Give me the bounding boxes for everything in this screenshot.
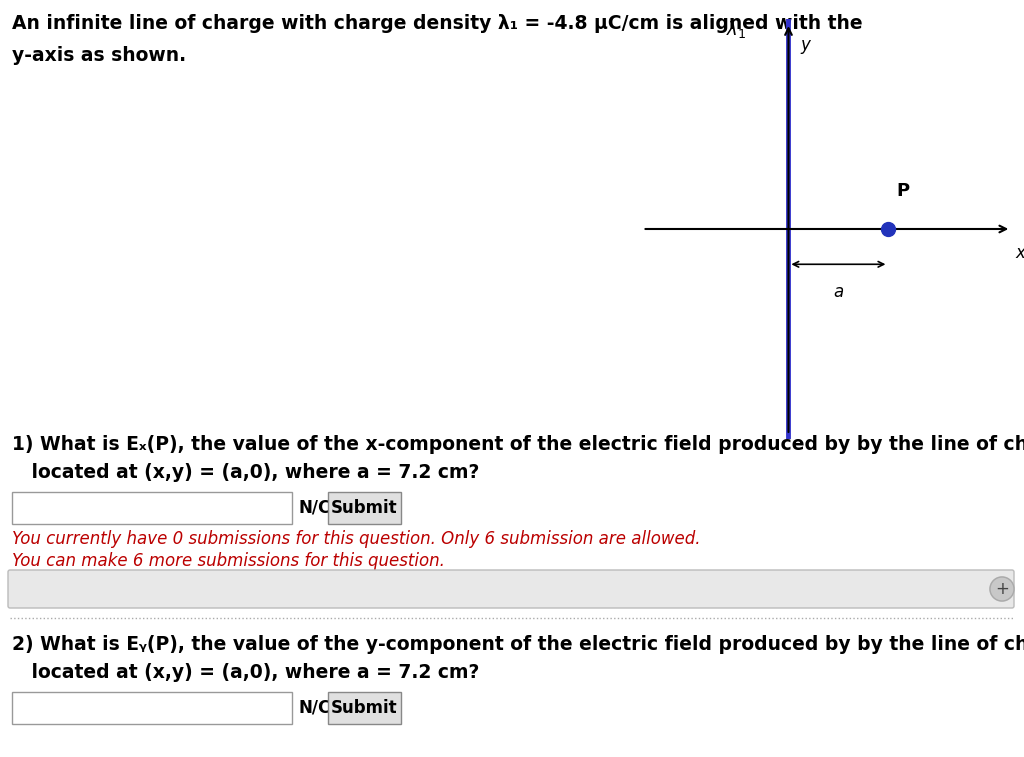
Text: +: + <box>995 580 1009 598</box>
Bar <box>12 492 292 524</box>
Text: N/C: N/C <box>299 699 331 717</box>
Text: An infinite line of charge with charge density λ₁ = -4.8 μC/cm is aligned with t: An infinite line of charge with charge d… <box>12 14 862 33</box>
Text: P: P <box>896 182 909 200</box>
Text: y-axis as shown.: y-axis as shown. <box>12 46 186 65</box>
Circle shape <box>990 577 1014 601</box>
Text: a: a <box>834 283 844 301</box>
Text: x: x <box>1015 244 1024 262</box>
Text: You can make 6 more submissions for this question.: You can make 6 more submissions for this… <box>12 552 444 570</box>
Text: N/C: N/C <box>299 499 331 517</box>
Bar <box>12 692 292 724</box>
Text: 2) What is Eᵧ(P), the value of the y-component of the electric field produced by: 2) What is Eᵧ(P), the value of the y-com… <box>12 635 1024 654</box>
FancyBboxPatch shape <box>8 570 1014 608</box>
Text: y: y <box>800 36 810 54</box>
FancyBboxPatch shape <box>328 692 401 724</box>
Text: 1) What is Eₓ(P), the value of the x-component of the electric field produced by: 1) What is Eₓ(P), the value of the x-com… <box>12 435 1024 454</box>
Text: You currently have 0 submissions for this question. Only 6 submission are allowe: You currently have 0 submissions for thi… <box>12 530 700 548</box>
Text: located at (x,y) = (a,0), where a = 7.2 cm?: located at (x,y) = (a,0), where a = 7.2 … <box>12 663 479 682</box>
FancyBboxPatch shape <box>328 492 401 524</box>
Text: $\lambda_1$: $\lambda_1$ <box>726 19 746 40</box>
Text: Submit: Submit <box>331 699 397 717</box>
Text: located at (x,y) = (a,0), where a = 7.2 cm?: located at (x,y) = (a,0), where a = 7.2 … <box>12 463 479 482</box>
Text: Submit: Submit <box>331 499 397 517</box>
